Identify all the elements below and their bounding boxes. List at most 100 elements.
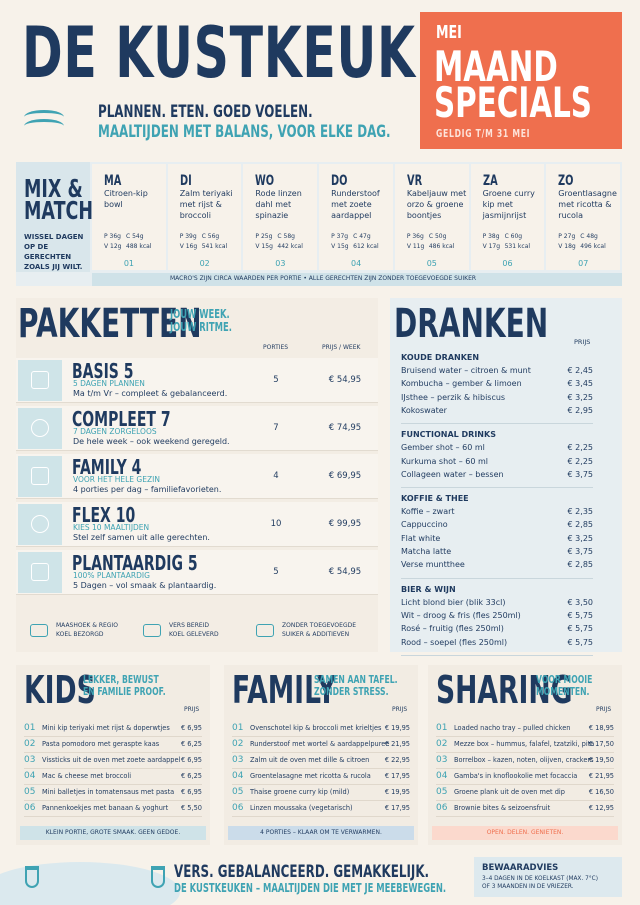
package-portions: 5 bbox=[273, 567, 279, 577]
day-column bbox=[243, 164, 318, 270]
item-name: Groentelasagne met ricotta & rucola bbox=[250, 772, 371, 780]
package-name: PLANTAARDIG 5 bbox=[72, 551, 198, 575]
item-name: Thaise groene curry kip (mild) bbox=[250, 788, 350, 796]
icon-glyph bbox=[31, 515, 49, 533]
package-price: € 74,95 bbox=[328, 423, 362, 433]
storage-box bbox=[474, 857, 622, 897]
drink-group: FUNCTIONAL DRINKS bbox=[401, 430, 496, 440]
day-column bbox=[167, 164, 242, 270]
day-label: MA bbox=[104, 173, 122, 189]
day-dish: Citroen-kip bowl bbox=[104, 189, 148, 209]
feature-text: ZONDER TOEGEVOEGDE bbox=[282, 622, 357, 629]
package-tag: VOOR HET HELE GEZIN bbox=[73, 475, 160, 484]
drink-name: Gember shot – 60 ml bbox=[401, 443, 485, 453]
package-tag: 100% PLANTAARDIG bbox=[73, 571, 150, 580]
item-name: Borrelbox – kazen, noten, olijven, crack… bbox=[454, 756, 594, 764]
drink-name: Wit – droog & fris (fles 250ml) bbox=[401, 610, 521, 620]
item-number: 06 bbox=[436, 803, 448, 813]
day-number: 02 bbox=[199, 259, 210, 268]
item-name: Pasta pomodoro met geraspte kaas bbox=[42, 740, 160, 748]
item-name: Brownie bites & seizoensfruit bbox=[454, 804, 551, 812]
drink-name: Koffie – zwart bbox=[401, 507, 455, 517]
menu-subtitle: EN FAMILIE PROOF. bbox=[83, 685, 166, 698]
feature-text: VERS BEREID bbox=[169, 622, 210, 629]
day-label: DI bbox=[179, 173, 192, 189]
drinks-panel bbox=[390, 298, 622, 652]
day-macro: V 11g bbox=[406, 243, 425, 250]
drink-price: € 3,45 bbox=[567, 379, 593, 389]
menu-footer-strip bbox=[432, 826, 618, 840]
day-macro: 531 kcal bbox=[504, 243, 531, 250]
day-dish: Groene curry kip met jasmijnrijst bbox=[482, 189, 535, 220]
feature-text: SUIKER & ADDITIEVEN bbox=[282, 631, 350, 638]
anchor-icon bbox=[25, 866, 39, 888]
item-number: 04 bbox=[232, 771, 244, 781]
mix-subtitle: WISSEL DAGEN OP DE GERECHTEN ZOALS JIJ W… bbox=[24, 233, 84, 271]
package-row bbox=[16, 406, 378, 451]
day-number: 04 bbox=[351, 259, 362, 268]
menu-footer: OPEN. DELEN. GENIETEN. bbox=[486, 829, 564, 836]
package-row bbox=[16, 358, 378, 403]
menu-footer: 4 PORTIES – KLAAR OM TE VERWARMEN. bbox=[260, 829, 382, 836]
icon-glyph bbox=[31, 467, 49, 485]
specials-valid: GELDIG T/M 31 MEI bbox=[436, 127, 531, 140]
menu-title: FAMILY bbox=[232, 668, 337, 712]
package-row bbox=[16, 502, 378, 547]
item-number: 05 bbox=[24, 787, 36, 797]
package-tag: KIES 10 MAALTIJDEN bbox=[73, 523, 150, 532]
drink-price: € 2,25 bbox=[567, 443, 593, 453]
icon-glyph bbox=[31, 419, 49, 437]
package-icon bbox=[18, 504, 62, 545]
day-macro: C 56g bbox=[201, 233, 220, 240]
day-macro: 488 kcal bbox=[126, 243, 152, 250]
item-name: Linzen moussaka (vegetarisch) bbox=[250, 804, 353, 812]
day-column bbox=[394, 164, 469, 270]
drink-name: Matcha latte bbox=[401, 547, 452, 556]
feature-icon bbox=[30, 624, 48, 637]
drink-divider bbox=[401, 487, 593, 489]
feature-icon bbox=[256, 624, 274, 637]
item-number: 01 bbox=[232, 723, 244, 733]
drink-price: € 3,25 bbox=[567, 392, 593, 402]
day-macro: P 25g bbox=[255, 233, 273, 240]
drink-divider bbox=[401, 577, 593, 579]
day-macro: 496 kcal bbox=[580, 243, 606, 250]
drink-divider bbox=[401, 654, 593, 656]
item-price: € 16,50 bbox=[588, 788, 614, 796]
item-name: Ovenschotel kip & broccoli met krieltjes bbox=[250, 724, 382, 732]
day-macro: V 18g bbox=[558, 243, 576, 250]
day-macro: V 15g bbox=[255, 243, 273, 250]
day-column bbox=[92, 164, 166, 270]
item-number: 02 bbox=[436, 739, 448, 749]
footer-line: DE KUSTKEUKEN – MAALTIJDEN DIE MET JE ME… bbox=[174, 881, 447, 895]
item-divider bbox=[24, 816, 202, 817]
specials-title: MAAND bbox=[434, 42, 558, 91]
menu-price-header: PRIJS bbox=[392, 706, 408, 713]
drink-group: KOFFIE & THEE bbox=[401, 494, 469, 504]
column-header: PORTIES bbox=[263, 344, 289, 351]
item-name: Mini kip teriyaki met rijst & doperwtjes bbox=[42, 724, 170, 732]
item-price: € 6,25 bbox=[181, 772, 202, 780]
item-divider bbox=[436, 800, 614, 801]
day-macro: P 36g bbox=[104, 233, 121, 240]
day-macro: C 50g bbox=[428, 233, 447, 240]
day-macro: V 15g bbox=[331, 243, 349, 250]
item-name: Loaded nacho tray – pulled chicken bbox=[454, 724, 571, 732]
package-tag: 5 DAGEN PLANNEN bbox=[73, 379, 145, 388]
day-macro: V 17g bbox=[482, 243, 501, 250]
day-macro: 612 kcal bbox=[353, 243, 379, 250]
item-price: € 6,95 bbox=[181, 756, 202, 764]
day-number: 03 bbox=[275, 259, 286, 268]
footer-slogan: VERS. GEBALANCEERD. GEMAKKELIJK. bbox=[174, 862, 430, 882]
package-portions: 5 bbox=[273, 375, 279, 385]
day-dish: Groentlasagne met ricotta & rucola bbox=[558, 189, 617, 220]
menu-subtitle: MOMENTEN. bbox=[536, 685, 590, 698]
feature-text: KOEL GELEVERD bbox=[169, 631, 219, 638]
item-price: € 12,95 bbox=[588, 804, 614, 812]
day-column bbox=[546, 164, 620, 270]
item-price: € 21,95 bbox=[588, 772, 614, 780]
drink-name: Bruisend water – citroen & munt bbox=[401, 366, 531, 375]
item-price: € 6,95 bbox=[181, 724, 202, 732]
item-name: Mezze box – hummus, falafel, tzatziki, p… bbox=[454, 740, 595, 748]
mix-title: MIX & bbox=[24, 174, 83, 203]
